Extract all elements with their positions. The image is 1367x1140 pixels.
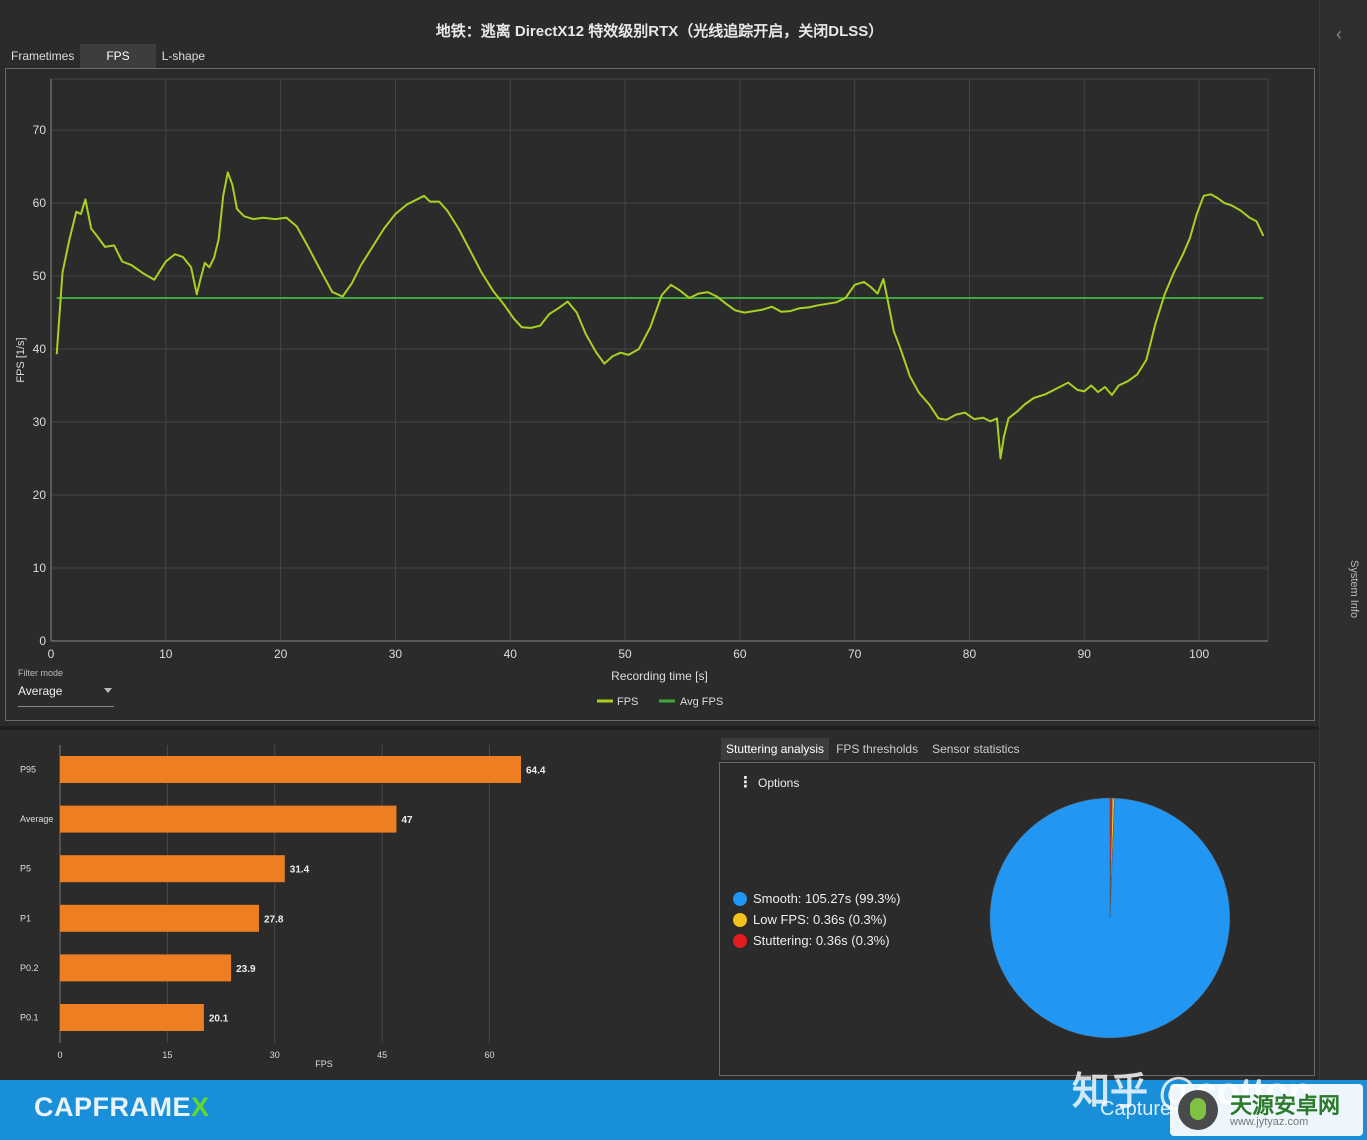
pie-slice-smooth bbox=[989, 797, 1231, 1039]
tab-fps-thresholds[interactable]: FPS thresholds bbox=[836, 742, 919, 756]
fps-line-chart: 0 10 20 30 40 50 60 70 80 90 100 0 10 20 30 40 50 60 70 Rec… bbox=[15, 78, 1269, 708]
main-panel: 地铁：逃离 DirectX12 特效级别RTX（光线追踪开启，关闭DLSS） F… bbox=[0, 23, 1319, 1076]
bar-x-tick-label: 45 bbox=[377, 1050, 387, 1060]
percentile-bar-chart: 0 15 30 45 60 FPS P95 64.4 Average 47 P5 31.4 P1 27.8… bbox=[20, 745, 546, 1069]
bar-x-tick-label: 15 bbox=[162, 1050, 172, 1060]
tab-frametimes[interactable]: Frametimes bbox=[11, 49, 75, 63]
bar-value-label: 20.1 bbox=[209, 1014, 229, 1025]
bar bbox=[60, 904, 260, 932]
bar-x-tick-label: 30 bbox=[270, 1050, 280, 1060]
plot-area bbox=[50, 78, 1269, 642]
x-tick-label: 50 bbox=[618, 647, 632, 661]
stutter-pie-chart bbox=[989, 797, 1231, 1039]
logo-x: X bbox=[191, 1092, 210, 1122]
logo-text: CAPFRAME bbox=[34, 1092, 191, 1122]
chevron-down-icon bbox=[104, 688, 112, 693]
chart-tabs: Frametimes FPS L-shape bbox=[5, 44, 211, 68]
tab-sensor-statistics[interactable]: Sensor statistics bbox=[932, 742, 1020, 756]
tab-stuttering-analysis[interactable]: Stuttering analysis bbox=[721, 738, 830, 760]
bar-category-label: P1 bbox=[20, 913, 31, 923]
x-tick-label: 30 bbox=[389, 647, 403, 661]
bar-value-label: 27.8 bbox=[264, 914, 284, 925]
bar bbox=[60, 805, 397, 833]
x-tick-label: 80 bbox=[963, 647, 977, 661]
capframex-logo: CAPFRAMEX bbox=[34, 1092, 210, 1123]
tab-l-shape[interactable]: L-shape bbox=[161, 49, 206, 63]
bar-x-axis-title: FPS bbox=[315, 1059, 333, 1069]
bar-value-label: 31.4 bbox=[290, 865, 310, 876]
x-tick-label: 0 bbox=[48, 647, 55, 661]
analysis-tabs: Stuttering analysis FPS thresholds Senso… bbox=[721, 738, 1026, 760]
bar-category-label: P0.1 bbox=[20, 1013, 39, 1023]
site-badge-url: www.jytyaz.com bbox=[1230, 1116, 1309, 1128]
footer-bar bbox=[0, 1080, 1367, 1140]
x-tick-label: 90 bbox=[1078, 647, 1092, 661]
legend-smooth-text: Smooth: 105.27s (99.3%) bbox=[753, 891, 901, 906]
filter-mode-value: Average bbox=[18, 684, 63, 698]
legend-avg-label: Avg FPS bbox=[680, 696, 723, 708]
bar-x-tick-label: 0 bbox=[57, 1050, 62, 1060]
bar bbox=[60, 954, 232, 982]
bar-category-label: P5 bbox=[20, 864, 31, 874]
fps-series-line bbox=[55, 171, 1265, 460]
x-axis-title: Recording time [s] bbox=[611, 669, 708, 683]
stuttering-dot-icon bbox=[733, 933, 747, 948]
legend-low-fps-text: Low FPS: 0.36s (0.3%) bbox=[753, 912, 887, 927]
filter-mode-select[interactable]: Average bbox=[18, 684, 114, 707]
filter-mode-label: Filter mode bbox=[18, 668, 64, 678]
y-tick-label: 60 bbox=[33, 196, 47, 210]
y-tick-label: 30 bbox=[33, 415, 47, 429]
chart-title: 地铁：逃离 DirectX12 特效级别RTX（光线追踪开启，关闭DLSS） bbox=[435, 23, 884, 40]
x-tick-label: 100 bbox=[1189, 647, 1209, 661]
bar bbox=[60, 855, 285, 883]
more-vertical-icon: ⋮ bbox=[738, 774, 753, 791]
y-tick-label: 0 bbox=[39, 634, 46, 648]
x-tick-label: 20 bbox=[274, 647, 288, 661]
bar-value-label: 64.4 bbox=[526, 766, 546, 777]
bar-category-label: Average bbox=[20, 814, 53, 824]
bar-value-label: 23.9 bbox=[236, 964, 256, 975]
y-tick-label: 70 bbox=[33, 123, 47, 137]
bar bbox=[60, 756, 521, 783]
stutter-legend: Smooth: 105.27s (99.3%) Low FPS: 0.36s (… bbox=[733, 888, 900, 951]
smooth-dot-icon bbox=[733, 891, 747, 906]
panel-divider bbox=[0, 726, 1319, 730]
capture-watermark: Capture bbox=[1100, 1098, 1172, 1120]
bar bbox=[60, 1004, 204, 1031]
legend-fps-label: FPS bbox=[617, 696, 638, 708]
tab-fps[interactable]: FPS bbox=[80, 44, 156, 68]
fps-chart-frame bbox=[5, 68, 1315, 721]
x-tick-label: 40 bbox=[504, 647, 518, 661]
bar-x-tick-label: 60 bbox=[484, 1050, 494, 1060]
system-info-label[interactable]: System Info bbox=[1348, 560, 1360, 619]
x-tick-label: 70 bbox=[848, 647, 862, 661]
y-tick-label: 10 bbox=[33, 561, 47, 575]
low-fps-dot-icon bbox=[733, 912, 747, 927]
y-axis-title: FPS [1/s] bbox=[15, 337, 27, 382]
legend-stuttering: Stuttering: 0.36s (0.3%) bbox=[733, 930, 900, 951]
bar-category-label: P95 bbox=[20, 765, 36, 775]
legend-stuttering-text: Stuttering: 0.36s (0.3%) bbox=[753, 933, 890, 948]
system-info-sidebar[interactable]: ‹ System Info bbox=[1319, 0, 1367, 1080]
y-tick-label: 40 bbox=[33, 342, 47, 356]
legend-smooth: Smooth: 105.27s (99.3%) bbox=[733, 888, 900, 909]
site-badge-title: 天源安卓网 bbox=[1230, 1093, 1341, 1118]
stutter-panel bbox=[719, 762, 1315, 1076]
android-logo-icon bbox=[1178, 1090, 1218, 1130]
legend-low-fps: Low FPS: 0.36s (0.3%) bbox=[733, 909, 900, 930]
y-tick-label: 20 bbox=[33, 488, 47, 502]
options-button[interactable]: ⋮ Options bbox=[738, 774, 800, 791]
chevron-left-icon[interactable]: ‹ bbox=[1336, 24, 1342, 44]
bar-category-label: P0.2 bbox=[20, 963, 39, 973]
y-tick-label: 50 bbox=[33, 269, 47, 283]
bar-value-label: 47 bbox=[401, 815, 413, 826]
x-tick-label: 60 bbox=[733, 647, 747, 661]
x-tick-label: 10 bbox=[159, 647, 173, 661]
site-badge: 天源安卓网 www.jytyaz.com bbox=[1170, 1084, 1363, 1136]
options-label: Options bbox=[758, 776, 800, 790]
